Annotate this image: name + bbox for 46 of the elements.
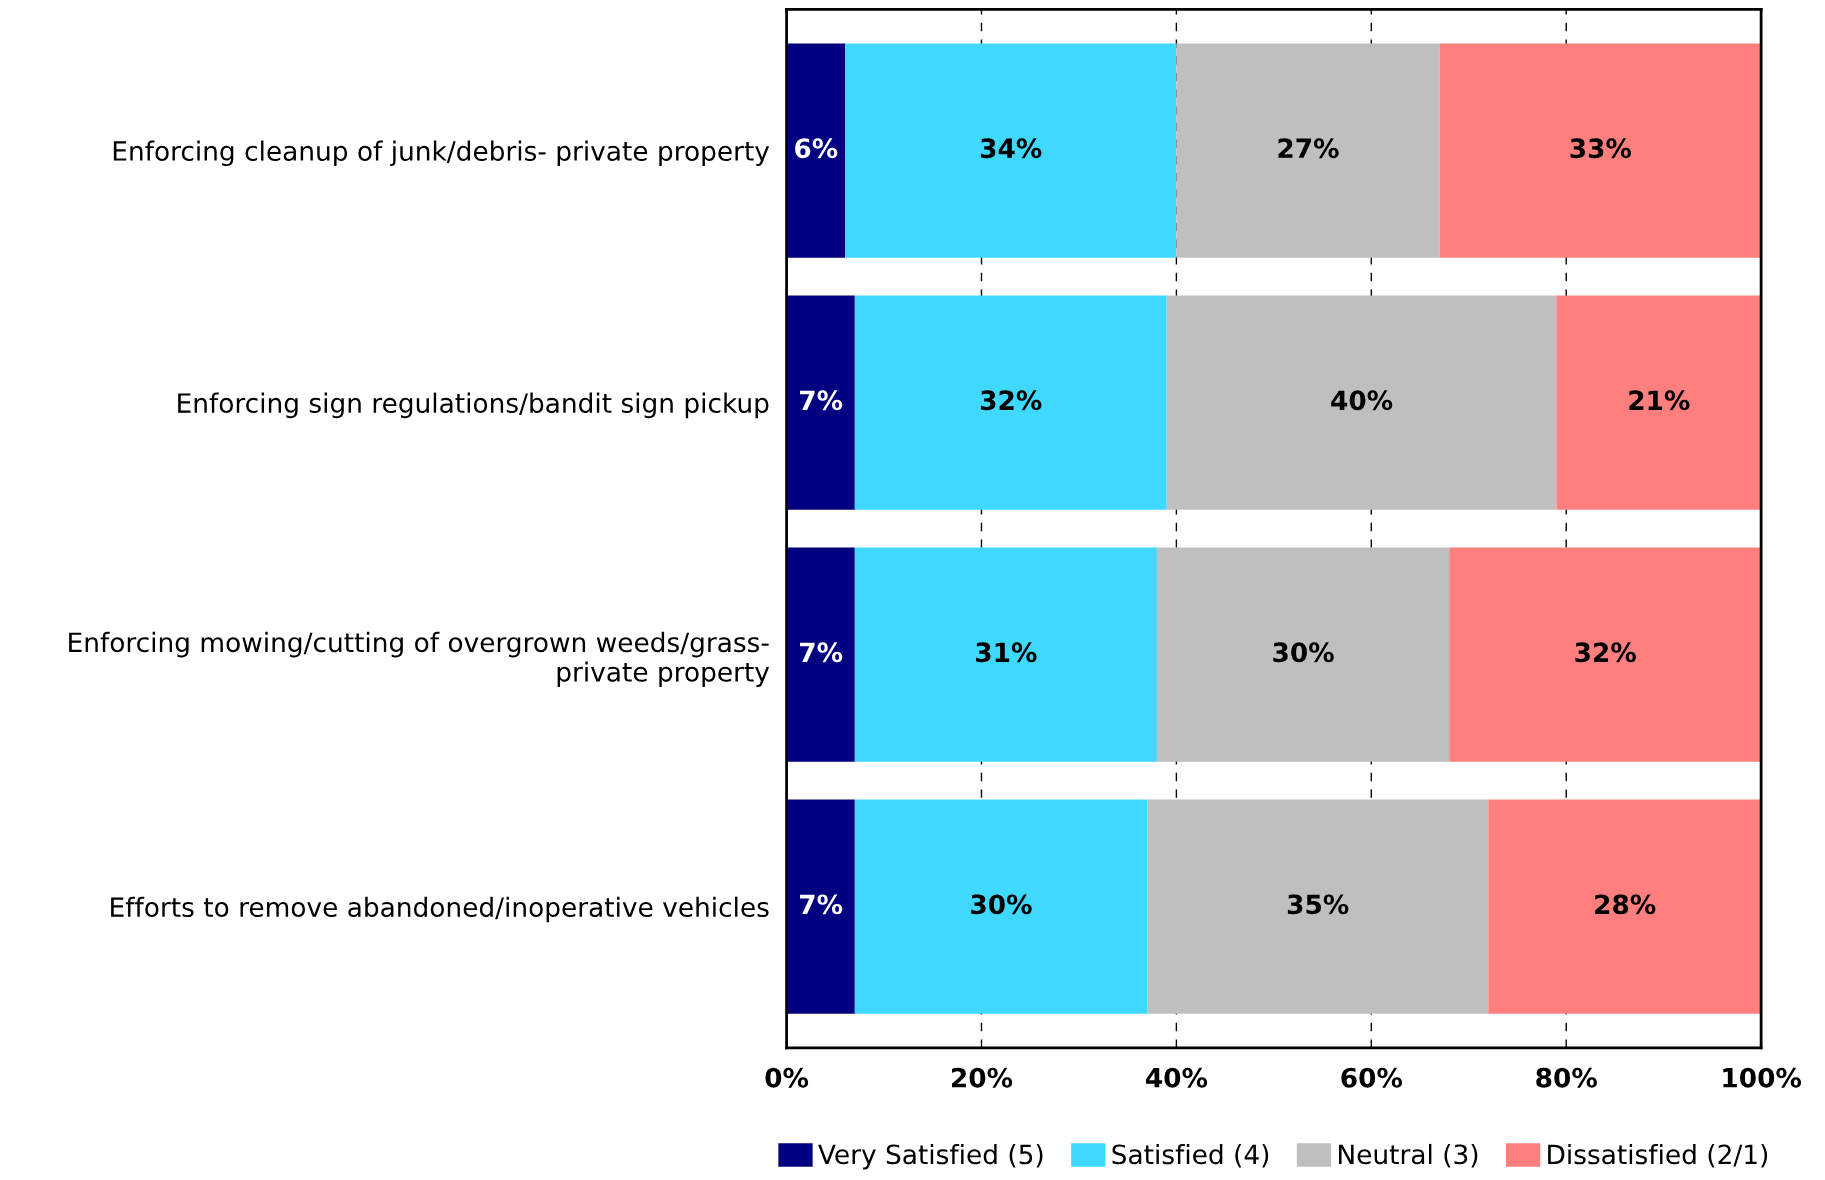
data-label: 33% xyxy=(1570,138,1632,159)
bar xyxy=(786,547,855,762)
data-label: 27% xyxy=(1278,138,1339,159)
y-tick-label: Enforcing sign regulations/bandit sign pickup xyxy=(178,392,769,419)
legend-label: Dissatisfied (2/1) xyxy=(1548,1143,1768,1168)
x-tick-label: 20% xyxy=(951,1067,1013,1088)
bar xyxy=(786,799,855,1014)
x-tick-label: 60% xyxy=(1341,1067,1403,1088)
data-label: 31% xyxy=(976,642,1037,663)
bar xyxy=(1439,43,1762,258)
bar xyxy=(854,799,1148,1014)
x-tick-label: 0% xyxy=(765,1067,809,1088)
legend-label: Very Satisfied (5) xyxy=(818,1143,1043,1170)
data-label: 30% xyxy=(971,894,1032,915)
legend-label: Neutral (3) xyxy=(1339,1143,1478,1168)
data-label: 6% xyxy=(795,138,838,159)
data-label: 32% xyxy=(1575,642,1636,663)
data-label: 34% xyxy=(980,138,1042,159)
data-label: 7% xyxy=(800,390,843,411)
data-label: 35% xyxy=(1287,894,1349,915)
bar xyxy=(1488,799,1762,1014)
data-label: 7% xyxy=(800,642,843,663)
y-tick-label: Efforts to remove abandoned/inoperative vehicles xyxy=(111,896,769,923)
bar xyxy=(1449,547,1762,762)
data-label: 40% xyxy=(1331,390,1393,411)
x-tick-label: 80% xyxy=(1536,1067,1597,1088)
y-tick-label: Enforcing mowing/cutting of overgrown weeds/grass- private property xyxy=(69,631,770,687)
x-tick-label: 40% xyxy=(1146,1067,1208,1088)
x-tick-label: 100% xyxy=(1723,1067,1802,1088)
data-label: 30% xyxy=(1273,642,1334,663)
bar xyxy=(854,295,1167,510)
bar xyxy=(1147,799,1489,1014)
bar xyxy=(845,43,1177,258)
legend-label: Satisfied (4) xyxy=(1112,1143,1269,1168)
bar xyxy=(1156,547,1450,762)
bar xyxy=(786,43,846,258)
data-label: 7% xyxy=(800,894,843,915)
data-label: 32% xyxy=(980,390,1042,411)
data-label: 21% xyxy=(1629,390,1690,411)
bar xyxy=(1556,295,1762,510)
bar xyxy=(1176,43,1440,258)
y-tick-label: Enforcing cleanup of junk/debris- private property xyxy=(113,140,770,167)
bar xyxy=(1166,295,1557,510)
data-label: 28% xyxy=(1595,894,1656,915)
bar xyxy=(786,295,855,510)
bar xyxy=(854,547,1157,762)
